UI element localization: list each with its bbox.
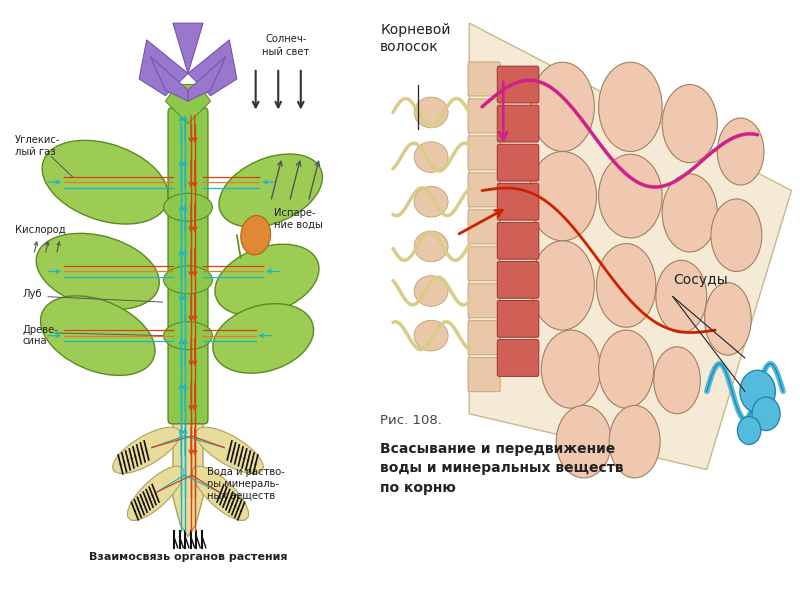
FancyBboxPatch shape: [498, 105, 539, 142]
Ellipse shape: [752, 397, 780, 431]
FancyBboxPatch shape: [498, 184, 539, 220]
Ellipse shape: [711, 199, 762, 271]
Ellipse shape: [656, 260, 706, 333]
Ellipse shape: [597, 244, 656, 327]
FancyBboxPatch shape: [498, 144, 539, 181]
Ellipse shape: [414, 142, 448, 172]
FancyBboxPatch shape: [498, 262, 539, 298]
Text: Корневой
волосок: Корневой волосок: [380, 23, 450, 55]
Ellipse shape: [241, 215, 270, 255]
Ellipse shape: [414, 231, 448, 262]
FancyBboxPatch shape: [498, 301, 539, 337]
FancyBboxPatch shape: [468, 358, 500, 392]
Text: Древе-
сина: Древе- сина: [22, 325, 58, 346]
Text: Всасывание и передвижение
воды и минеральных веществ
по корню: Всасывание и передвижение воды и минерал…: [380, 442, 624, 494]
Ellipse shape: [414, 275, 448, 307]
Ellipse shape: [556, 406, 611, 478]
Ellipse shape: [414, 187, 448, 217]
Ellipse shape: [542, 330, 601, 408]
Ellipse shape: [705, 283, 751, 355]
Polygon shape: [166, 85, 210, 124]
Text: Вода и раство-
ры минераль-
ных веществ: Вода и раство- ры минераль- ных веществ: [206, 467, 285, 500]
Text: Кислород: Кислород: [15, 224, 66, 235]
Polygon shape: [188, 56, 226, 101]
Ellipse shape: [414, 97, 448, 128]
FancyBboxPatch shape: [468, 136, 500, 170]
Ellipse shape: [598, 330, 654, 408]
Polygon shape: [173, 419, 203, 536]
Text: Солнеч-
ный свет: Солнеч- ный свет: [262, 34, 310, 57]
Polygon shape: [150, 56, 188, 101]
Text: Рис. 108.: Рис. 108.: [380, 414, 442, 427]
Ellipse shape: [163, 266, 213, 294]
FancyBboxPatch shape: [468, 284, 500, 318]
FancyBboxPatch shape: [168, 108, 208, 424]
Ellipse shape: [36, 233, 159, 310]
Ellipse shape: [718, 118, 764, 185]
Text: Углекис-
лый газ: Углекис- лый газ: [15, 135, 61, 157]
FancyBboxPatch shape: [498, 66, 539, 103]
Text: Луб: Луб: [22, 289, 42, 299]
Ellipse shape: [740, 370, 775, 413]
Ellipse shape: [654, 347, 700, 414]
FancyBboxPatch shape: [468, 173, 500, 207]
Ellipse shape: [662, 85, 718, 163]
Polygon shape: [173, 23, 203, 73]
Ellipse shape: [192, 466, 249, 520]
Ellipse shape: [662, 174, 718, 252]
Ellipse shape: [530, 241, 594, 330]
FancyBboxPatch shape: [498, 340, 539, 376]
Polygon shape: [188, 40, 237, 95]
Ellipse shape: [738, 416, 761, 445]
Ellipse shape: [219, 154, 322, 227]
FancyBboxPatch shape: [468, 99, 500, 133]
Ellipse shape: [610, 406, 660, 478]
Ellipse shape: [196, 427, 263, 473]
Ellipse shape: [163, 193, 213, 221]
FancyBboxPatch shape: [468, 210, 500, 244]
Ellipse shape: [598, 154, 662, 238]
Ellipse shape: [41, 296, 155, 376]
Ellipse shape: [113, 427, 180, 473]
Ellipse shape: [530, 62, 594, 151]
Ellipse shape: [127, 466, 184, 520]
Text: Сосуды: Сосуды: [673, 273, 727, 287]
Ellipse shape: [414, 320, 448, 351]
Ellipse shape: [529, 151, 597, 241]
Ellipse shape: [163, 322, 213, 350]
FancyBboxPatch shape: [468, 62, 500, 96]
FancyBboxPatch shape: [468, 247, 500, 281]
Ellipse shape: [598, 62, 662, 151]
Ellipse shape: [215, 244, 319, 316]
Text: Испаре-
ние воды: Испаре- ние воды: [274, 208, 323, 229]
FancyBboxPatch shape: [468, 321, 500, 355]
Polygon shape: [139, 40, 188, 95]
Ellipse shape: [213, 304, 314, 373]
Text: Взаимосвязь органов растения: Взаимосвязь органов растения: [89, 551, 287, 562]
Ellipse shape: [42, 140, 168, 224]
Polygon shape: [470, 23, 791, 470]
FancyBboxPatch shape: [498, 223, 539, 259]
